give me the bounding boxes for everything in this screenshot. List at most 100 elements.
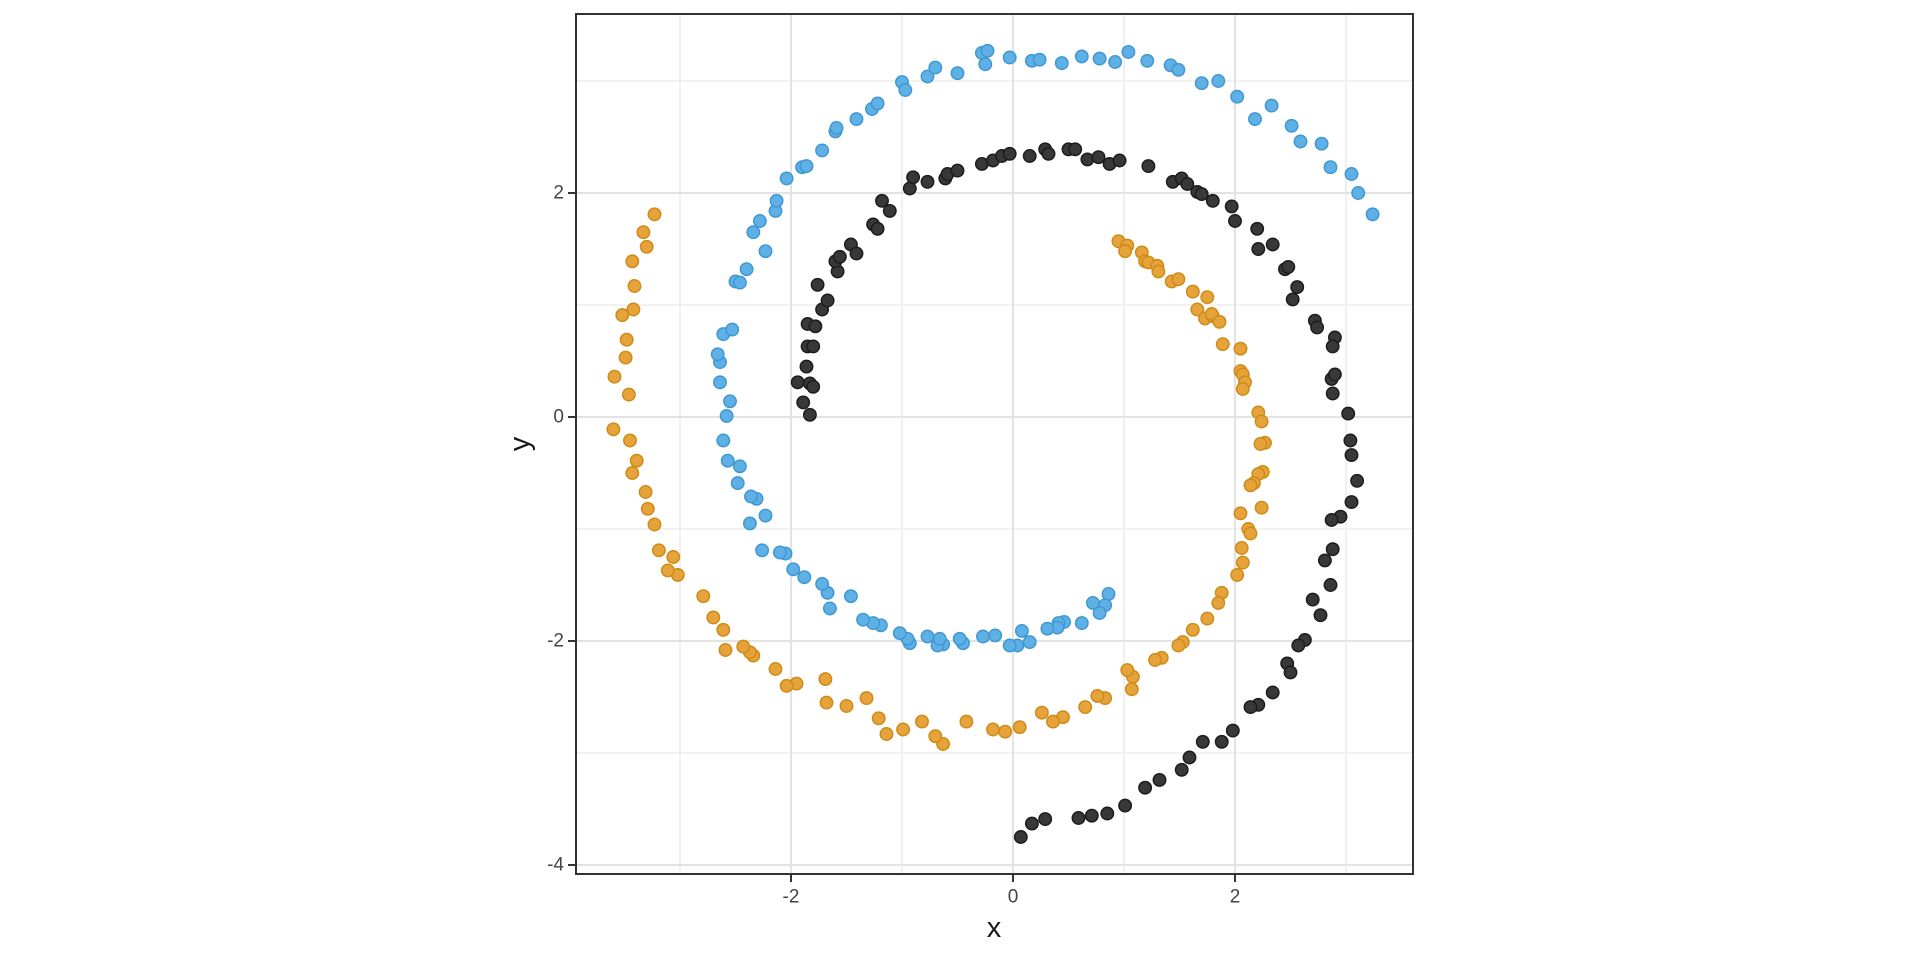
data-point: [768, 662, 783, 676]
data-point: [1281, 259, 1296, 274]
x-tick-label: 0: [1008, 887, 1019, 908]
data-point: [1200, 611, 1215, 626]
data-point: [1138, 780, 1153, 795]
data-point: [1091, 150, 1106, 165]
data-point: [976, 629, 990, 644]
data-point: [920, 629, 935, 644]
x-tick-label: -2: [783, 887, 800, 908]
data-point: [1228, 214, 1242, 228]
data-point: [1284, 118, 1299, 133]
data-point: [1013, 830, 1028, 844]
data-point: [870, 96, 885, 111]
data-point: [1092, 51, 1107, 66]
data-point: [1264, 98, 1279, 113]
data-point: [1084, 808, 1099, 823]
data-point: [1141, 159, 1156, 174]
y-tick-label: -4: [547, 855, 564, 876]
data-point: [647, 207, 662, 222]
data-point: [920, 69, 935, 84]
data-point: [1012, 720, 1027, 735]
data-point: [832, 249, 847, 264]
data-point: [660, 563, 675, 578]
data-point: [1290, 280, 1305, 295]
data-point: [1243, 700, 1258, 715]
data-point: [978, 57, 993, 72]
data-point: [772, 545, 787, 560]
data-point: [623, 433, 637, 448]
data-point: [1212, 314, 1227, 329]
data-point: [716, 622, 731, 637]
data-point: [625, 466, 640, 480]
data-point: [1148, 653, 1163, 667]
data-point: [1171, 272, 1186, 287]
data-point: [1022, 635, 1037, 650]
data-point: [1151, 264, 1166, 279]
data-point: [1002, 638, 1017, 653]
series-spiral-arm-blue: [710, 43, 1380, 653]
data-point: [1002, 50, 1017, 65]
data-point: [1293, 134, 1308, 149]
data-point: [815, 143, 830, 158]
data-point: [928, 60, 943, 75]
data-point: [1314, 136, 1329, 151]
data-point: [1254, 500, 1269, 515]
data-point: [1265, 685, 1280, 700]
data-point: [856, 612, 871, 627]
data-point: [1092, 606, 1107, 620]
data-point: [1041, 146, 1056, 161]
data-point: [1054, 56, 1069, 71]
data-point: [718, 643, 733, 657]
data-point: [1121, 44, 1136, 59]
data-point: [1235, 382, 1250, 396]
data-point: [875, 193, 889, 208]
y-tick-label: 2: [553, 183, 564, 204]
data-point: [1194, 187, 1209, 202]
data-point: [1211, 74, 1226, 88]
data-point: [1230, 567, 1245, 582]
y-axis-title: y: [504, 436, 536, 451]
data-point: [915, 714, 929, 729]
data-point: [1195, 734, 1210, 749]
data-point: [932, 631, 947, 646]
data-point: [849, 246, 864, 261]
data-point: [1225, 723, 1240, 738]
data-point: [725, 322, 740, 337]
data-point: [1243, 526, 1258, 541]
data-point: [732, 275, 747, 290]
data-point: [752, 214, 767, 228]
data-point: [651, 543, 666, 558]
data-point: [950, 66, 965, 81]
data-point: [626, 302, 641, 317]
data-point: [980, 43, 995, 58]
data-point: [822, 601, 837, 616]
data-point: [849, 112, 864, 127]
data-point: [1180, 177, 1195, 191]
data-point: [799, 359, 814, 374]
data-point: [1152, 772, 1167, 787]
data-point: [1040, 621, 1055, 636]
x-axis-title: x: [987, 912, 1002, 944]
data-point: [719, 408, 734, 423]
data-point: [758, 244, 773, 259]
data-point: [799, 159, 814, 174]
data-point: [1171, 62, 1186, 77]
data-point: [1305, 592, 1320, 607]
data-point: [779, 678, 794, 693]
data-point: [1248, 112, 1262, 127]
data-point: [666, 550, 681, 564]
data-point: [1022, 149, 1037, 163]
data-point: [713, 375, 727, 390]
data-point: [1215, 337, 1230, 352]
data-point: [892, 626, 907, 641]
data-point: [1317, 553, 1332, 568]
data-point: [710, 347, 725, 362]
data-point: [1350, 473, 1365, 488]
data-point: [859, 691, 874, 706]
data-point: [1351, 186, 1366, 200]
data-point: [1341, 406, 1356, 421]
data-point: [1224, 199, 1239, 214]
data-point: [769, 193, 784, 208]
data-point: [818, 672, 833, 687]
panel-border: [575, 13, 1414, 875]
data-point: [790, 375, 805, 390]
